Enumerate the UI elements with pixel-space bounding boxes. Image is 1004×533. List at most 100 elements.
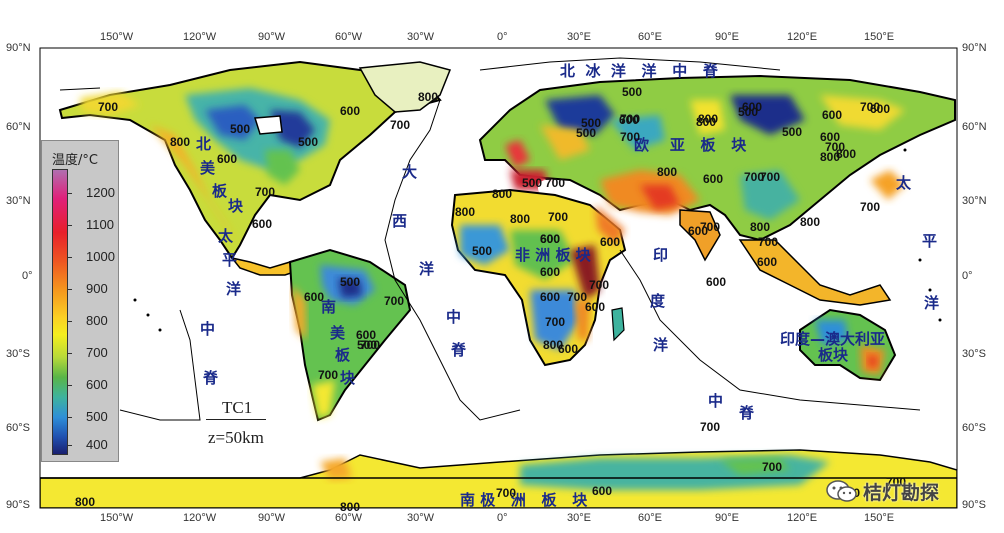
lon-tick: 150°W: [100, 31, 134, 43]
temperature-legend: 温度/°C 1200 1100 1000 900 800 700 600 500…: [41, 140, 119, 462]
contour-label: 700: [545, 315, 566, 329]
contour-label: 600: [540, 265, 561, 279]
legend-tick: 600: [67, 377, 108, 392]
contour-label: 700: [620, 112, 641, 126]
lat-tick: 0°: [22, 270, 33, 282]
lon-tick: 0°: [497, 31, 508, 43]
contour-label: 800: [543, 338, 564, 352]
region-label-char: 平: [922, 232, 938, 250]
contour-label: 700: [545, 176, 566, 190]
region-label-char: 北: [196, 135, 212, 153]
lon-tick: 60°E: [638, 512, 662, 524]
contour-label: 500: [472, 244, 493, 258]
contour-label: 800: [800, 215, 821, 229]
region-label-char: 中: [200, 320, 216, 338]
lat-tick: 90°N: [962, 42, 987, 54]
contour-label: 700: [825, 140, 846, 154]
north-america-land: [58, 60, 442, 260]
lon-tick: 120°W: [183, 31, 217, 43]
region-label-char: 度: [650, 292, 666, 310]
lat-tick: 90°N: [6, 42, 31, 54]
contour-label: 800: [750, 220, 771, 234]
greenland-land: [358, 61, 452, 113]
region-label-africa: 非 洲 板 块: [515, 246, 591, 264]
contour-label: 700: [360, 338, 381, 352]
contour-label: 600: [822, 108, 843, 122]
region-label-char: 美: [330, 324, 346, 342]
lat-tick: 30°N: [962, 195, 987, 207]
wechat-icon: [825, 479, 859, 503]
legend-tick: 800: [67, 313, 108, 328]
contour-label: 800: [696, 115, 717, 129]
contour-label: 600: [558, 342, 579, 356]
contour-label: 700: [700, 220, 721, 234]
eurasia-land: [478, 74, 956, 242]
contour-label: 800: [75, 495, 96, 509]
lon-tick: 60°E: [638, 31, 662, 43]
lon-tick: 30°W: [407, 512, 435, 524]
lon-tick: 60°W: [335, 512, 363, 524]
contour-label: 800: [836, 147, 857, 161]
lon-tick: 90°W: [258, 31, 286, 43]
contour-label: 800: [820, 150, 841, 164]
contour-label: 500: [622, 85, 643, 99]
contour-label: 800: [418, 90, 439, 104]
contour-label: 600: [757, 255, 778, 269]
region-label-char: 洋: [653, 336, 669, 354]
region-label-char: 中: [446, 308, 462, 326]
legend-colorbar: [52, 169, 68, 455]
lon-tick: 150°E: [864, 31, 895, 43]
contour-label: 500: [782, 125, 803, 139]
islands: [133, 148, 942, 332]
contour-label: 500: [738, 105, 759, 119]
contour-label: 600: [540, 290, 561, 304]
india-land: [679, 209, 721, 262]
region-label-eurasia: 欧 亚 板 块: [634, 136, 747, 154]
southeast-asia-land: [738, 239, 892, 306]
region-label-char: 板: [335, 346, 351, 364]
region-label-char: 块: [340, 369, 356, 387]
contour-label: 600: [619, 113, 640, 127]
contour-label: 800: [698, 112, 719, 126]
contour-label: 600: [585, 300, 606, 314]
contour-label: 600: [540, 232, 561, 246]
contour-label: 600: [217, 152, 238, 166]
region-label-char: 平: [222, 251, 238, 269]
legend-tick: 400: [67, 437, 108, 452]
contour-label: 700: [390, 118, 411, 132]
contour-label: 700: [700, 420, 721, 434]
contour-label: 500: [298, 135, 319, 149]
lon-tick: 60°W: [335, 31, 363, 43]
contour-label: 800: [340, 500, 361, 514]
region-label-char: 板: [212, 182, 228, 200]
lon-tick: 150°W: [100, 512, 134, 524]
region-label-char: 脊: [203, 369, 219, 387]
contour-label: 700: [589, 278, 610, 292]
contour-label: 800: [492, 187, 513, 201]
region-label-char: 太: [896, 174, 912, 192]
contour-label: 700: [384, 294, 405, 308]
region-label-char: 南: [321, 298, 337, 316]
contour-label: 600: [540, 232, 561, 246]
lat-tick: 30°S: [962, 348, 986, 360]
lat-tick: 30°S: [6, 348, 30, 360]
lon-tick: 150°E: [864, 512, 895, 524]
contour-label: 800: [510, 212, 531, 226]
region-label-char: 太: [218, 227, 234, 245]
legend-tick: 1100: [67, 217, 114, 232]
contour-label: 600: [592, 484, 613, 498]
contour-label: 700: [860, 100, 881, 114]
region-label-indo-australia-2: 板块: [818, 346, 849, 364]
contour-label: 600: [688, 224, 709, 238]
australia-land: [799, 308, 897, 382]
contour-label: 700: [255, 185, 276, 199]
contour-label: 600: [252, 217, 273, 231]
legend-tick: 1000: [67, 249, 115, 264]
region-label-char: 印: [653, 246, 669, 264]
contour-label: 700: [620, 130, 641, 144]
depth-label: z=50km: [208, 428, 264, 447]
lat-tick: 60°S: [6, 422, 30, 434]
contour-label: 600: [870, 102, 891, 116]
watermark: 桔灯勘探: [825, 478, 939, 504]
